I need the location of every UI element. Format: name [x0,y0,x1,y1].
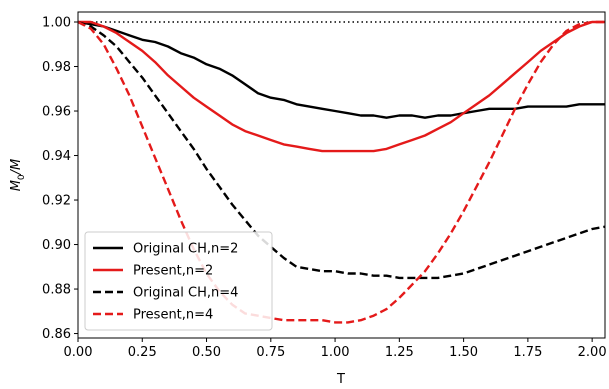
axes [74,11,606,342]
x-tick-label: 1.50 [449,345,478,360]
x-tick-label: 0.25 [128,345,157,360]
legend: Original CH,n=2 Present,n=2 Original CH,n=… [84,231,273,331]
legend-label-2: Original CH,n=4 [133,286,238,301]
legend-label-0: Original CH,n=2 [133,242,238,257]
y-axis-label: M0/M [9,159,27,192]
tick-labels: 0.00 0.25 0.50 0.75 1.00 1.25 1.50 1.75 2.00 0.86… [42,16,607,360]
y-axis-label-subscript: 0 [17,174,27,180]
y-tick-label: 1.00 [42,16,71,31]
series-line-2 [77,20,606,280]
y-tick-label: 0.96 [42,105,71,120]
x-tick-label: 0.00 [64,345,93,360]
legend-label-3: Present,n=4 [133,308,213,323]
series-line-1 [78,20,605,153]
x-axis-label: T [336,372,345,387]
x-tick-label: 0.75 [256,345,285,360]
x-tick-label: 2.00 [578,345,607,360]
x-tick-label: 1.00 [321,345,350,360]
y-tick-label: 0.86 [42,327,71,342]
legend-box [84,231,273,331]
legend-label-1: Present,n=2 [133,264,213,279]
x-tick-label: 1.75 [513,345,542,360]
x-tick-label: 0.50 [192,345,221,360]
y-axis-label-main: M [9,180,24,191]
y-axis-label-tail: /M [9,159,24,176]
series-line-0 [77,20,605,119]
axes-frame [77,11,606,339]
series-line-3 [77,20,605,324]
y-tick-label: 0.92 [42,194,71,209]
y-tick-label: 0.90 [42,238,71,253]
series-layer [77,20,606,324]
y-tick-label: 0.88 [42,283,71,298]
y-tick-label: 0.94 [42,149,71,164]
x-tick-label: 1.25 [385,345,414,360]
y-tick-label: 0.98 [42,60,71,75]
